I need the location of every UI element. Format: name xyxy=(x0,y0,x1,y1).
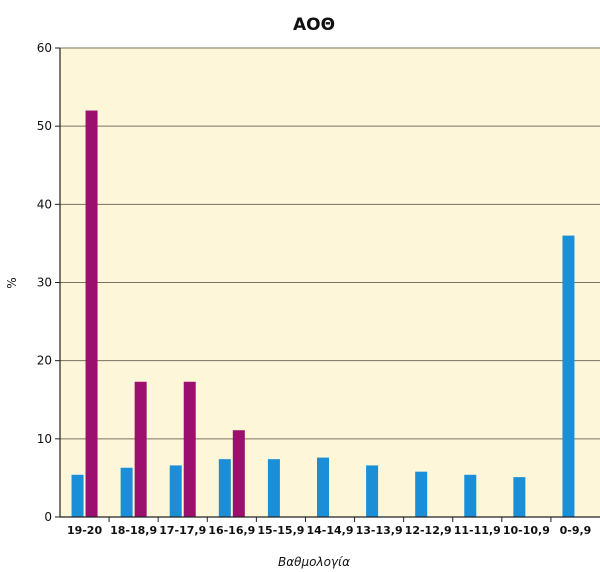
x-tick-label: 17-17,9 xyxy=(159,524,206,537)
bar xyxy=(71,474,84,517)
bar xyxy=(464,474,477,517)
x-tick-label: 10-10,9 xyxy=(503,524,550,537)
bar xyxy=(513,477,526,517)
bar xyxy=(366,465,379,517)
bar xyxy=(218,459,231,517)
y-tick-label: 50 xyxy=(37,119,52,133)
x-tick-label: 12-12,9 xyxy=(405,524,452,537)
x-tick-label: 14-14,9 xyxy=(306,524,353,537)
bar xyxy=(317,457,329,517)
y-axis-label: % xyxy=(5,277,19,288)
bar xyxy=(120,467,133,517)
bar xyxy=(232,430,245,517)
bar xyxy=(415,471,428,517)
gridlines xyxy=(60,47,600,440)
y-tick-labels: 0 10 20 30 40 50 60 xyxy=(37,41,60,524)
x-tick-label: 11-11,9 xyxy=(454,524,501,537)
x-tick-label: 19-20 xyxy=(67,524,103,537)
x-tick-label: 13-13,9 xyxy=(356,524,403,537)
y-tick-label: 60 xyxy=(37,41,52,55)
x-tick-label: 15-15,9 xyxy=(257,524,304,537)
bar xyxy=(134,381,147,517)
x-tick-label: 16-16,9 xyxy=(208,524,255,537)
bars xyxy=(71,110,575,518)
bar xyxy=(169,465,182,517)
y-tick-label: 20 xyxy=(37,354,52,368)
bar xyxy=(85,110,98,518)
y-tick-label: 0 xyxy=(44,510,52,524)
y-tick-label: 40 xyxy=(37,197,52,211)
y-tick-label: 30 xyxy=(37,276,52,290)
y-tick-label: 10 xyxy=(37,432,52,446)
x-axis-label: Βαθμολογία xyxy=(278,555,350,569)
x-tick-label: 0-9,9 xyxy=(560,524,592,537)
bar xyxy=(267,459,280,517)
bar xyxy=(183,381,196,517)
x-tick-labels: 19-20 18-18,9 17-17,9 16-16,9 15-15,9 14-14,9… xyxy=(67,517,591,537)
bar xyxy=(562,235,575,517)
chart-title: ΑΟΘ xyxy=(293,15,335,35)
x-tick-label: 18-18,9 xyxy=(110,524,157,537)
